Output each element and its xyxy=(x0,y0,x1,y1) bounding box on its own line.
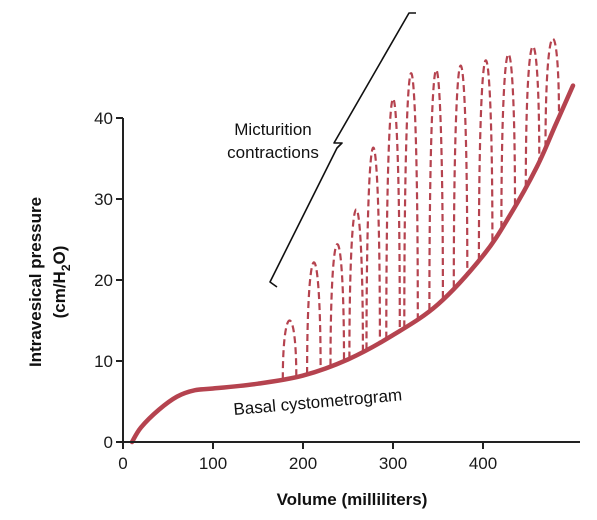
x-tick-label: 0 xyxy=(118,454,127,473)
contraction-peak xyxy=(428,68,444,311)
contraction-peak xyxy=(452,64,469,288)
y-unit-subscript: 2 xyxy=(59,264,73,271)
contraction-peak xyxy=(385,97,401,339)
x-tick-label: 100 xyxy=(199,454,227,473)
basal-cystometrogram-curve xyxy=(129,83,576,445)
contraction-peak xyxy=(281,319,298,380)
x-axis-title: Volume (milliliters) xyxy=(277,490,428,509)
contraction-peak xyxy=(365,146,381,350)
y-axis-title-unit: (cm/H2O) xyxy=(50,246,73,319)
y-unit-suffix: O) xyxy=(50,246,69,265)
y-tick-label: 20 xyxy=(94,271,113,290)
contraction-peak xyxy=(403,72,419,328)
contraction-peak xyxy=(524,45,541,187)
plot-area xyxy=(129,37,576,445)
x-tick-label: 400 xyxy=(469,454,497,473)
y-axis-title: Intravesical pressure (cm/H2O) xyxy=(26,197,73,367)
y-tick-label: 30 xyxy=(94,190,113,209)
x-tick-label: 300 xyxy=(379,454,407,473)
contraction-peak xyxy=(500,53,517,229)
y-tick-label: 10 xyxy=(94,352,113,371)
annotation-micturition-line2: contractions xyxy=(227,143,319,162)
contractions-bracket xyxy=(269,12,416,288)
annotation-basal-cystometrogram: Basal cystometrogram xyxy=(233,385,403,419)
x-tick-label: 200 xyxy=(289,454,317,473)
contraction-peak xyxy=(348,208,364,359)
y-tick-label: 40 xyxy=(94,109,113,128)
contraction-peak xyxy=(544,37,561,148)
annotation-micturition-line1: Micturition xyxy=(234,120,311,139)
y-axis-title-main: Intravesical pressure xyxy=(26,197,45,367)
contraction-peak xyxy=(306,261,322,375)
contraction-peak xyxy=(329,243,346,366)
y-unit-prefix: (cm/H xyxy=(50,271,69,318)
y-tick-label: 0 xyxy=(104,433,113,452)
contraction-peak xyxy=(477,59,494,261)
